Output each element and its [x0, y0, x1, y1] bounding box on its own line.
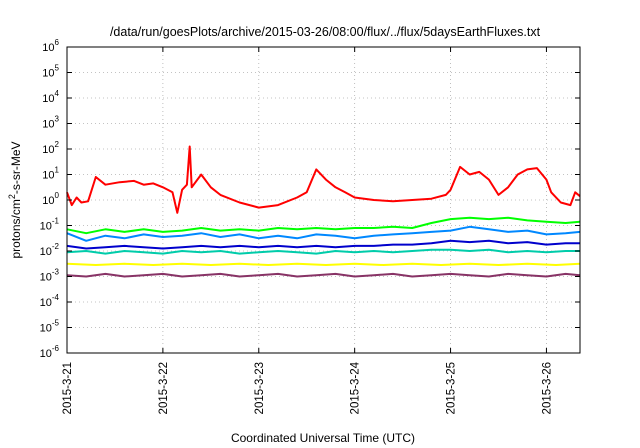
- y-tick-label-exp: -5: [52, 319, 60, 328]
- y-tick-label-base: 10: [40, 221, 52, 233]
- y-tick-label-exp: 0: [55, 191, 60, 200]
- y-tick-label-base: 10: [42, 170, 54, 182]
- y-tick-label: 10-2: [40, 242, 60, 258]
- y-tick-label: 104: [42, 89, 59, 105]
- grid-lines: [66, 47, 580, 353]
- y-tick-label: 102: [42, 140, 59, 156]
- y-tick-label-base: 10: [42, 68, 54, 80]
- y-tick-label-exp: -2: [52, 242, 60, 251]
- y-tick-label-exp: -1: [52, 217, 60, 226]
- y-tick-label-base: 10: [40, 272, 52, 284]
- series-line-3: [66, 225, 581, 242]
- x-tick-label: 2015-3-26: [541, 362, 553, 414]
- chart-title: /data/run/goesPlots/archive/2015-03-26/0…: [110, 25, 541, 39]
- y-tick-label-exp: 5: [55, 64, 60, 73]
- series-group: [66, 145, 581, 278]
- y-tick-label-base: 10: [40, 348, 52, 360]
- x-tick-label: 2015-3-24: [350, 361, 362, 414]
- series-line-7: [66, 272, 581, 278]
- x-tick-label: 2015-3-25: [446, 362, 458, 414]
- y-tick-label-exp: 2: [55, 140, 60, 149]
- series-line-2: [66, 216, 581, 235]
- y-tick-label-exp: -6: [52, 344, 60, 353]
- y-tick-label-base: 10: [42, 144, 54, 156]
- y-tick-label-base: 10: [42, 119, 54, 131]
- y-tick-label: 101: [42, 166, 59, 182]
- y-tick-label: 10-3: [40, 268, 60, 284]
- series-line-5: [66, 248, 580, 255]
- x-axis-label: Coordinated Universal Time (UTC): [231, 431, 415, 445]
- x-axis-ticks: 2015-3-21 2015-3-22 2015-3-23 2015-3-24 2015…: [62, 47, 553, 414]
- y-tick-label-exp: -3: [52, 268, 60, 277]
- y-tick-label: 10-4: [40, 293, 60, 309]
- y-tick-label-base: 10: [42, 195, 54, 207]
- y-tick-label: 10-1: [40, 217, 60, 233]
- y-axis-label: protons/cm2-s-sr-MeV: [7, 141, 23, 258]
- y-axis-ticks: 10-610-510-410-310-210-11001011021031041…: [40, 38, 580, 360]
- y-axis-label-sup: 2: [7, 194, 17, 199]
- series-line-4: [66, 239, 580, 250]
- y-tick-label-base: 10: [42, 42, 54, 54]
- y-tick-label-exp: 1: [55, 166, 60, 175]
- y-tick-label: 103: [42, 115, 59, 131]
- y-tick-label-base: 10: [40, 297, 52, 309]
- y-tick-label: 106: [42, 38, 59, 54]
- y-tick-label: 105: [42, 64, 59, 80]
- y-tick-label-exp: -4: [52, 293, 60, 302]
- y-tick-label-exp: 4: [55, 89, 60, 98]
- y-tick-label-base: 10: [40, 246, 52, 258]
- y-axis-label-base: protons/cm: [9, 199, 23, 258]
- x-tick-label: 2015-3-23: [254, 362, 266, 414]
- series-line-1: [66, 145, 581, 214]
- series-line-6: [66, 262, 581, 266]
- x-tick-label: 2015-3-21: [62, 362, 74, 414]
- y-tick-label-exp: 6: [55, 38, 60, 47]
- y-tick-label: 10-6: [40, 344, 60, 360]
- y-tick-label-exp: 3: [55, 115, 60, 124]
- y-tick-label-base: 10: [40, 323, 52, 335]
- y-tick-label: 10-5: [40, 319, 60, 335]
- x-tick-label: 2015-3-22: [158, 362, 170, 414]
- y-tick-label: 100: [42, 191, 59, 207]
- y-tick-label-base: 10: [42, 93, 54, 105]
- y-axis-label-rest: -s-sr-MeV: [9, 141, 23, 194]
